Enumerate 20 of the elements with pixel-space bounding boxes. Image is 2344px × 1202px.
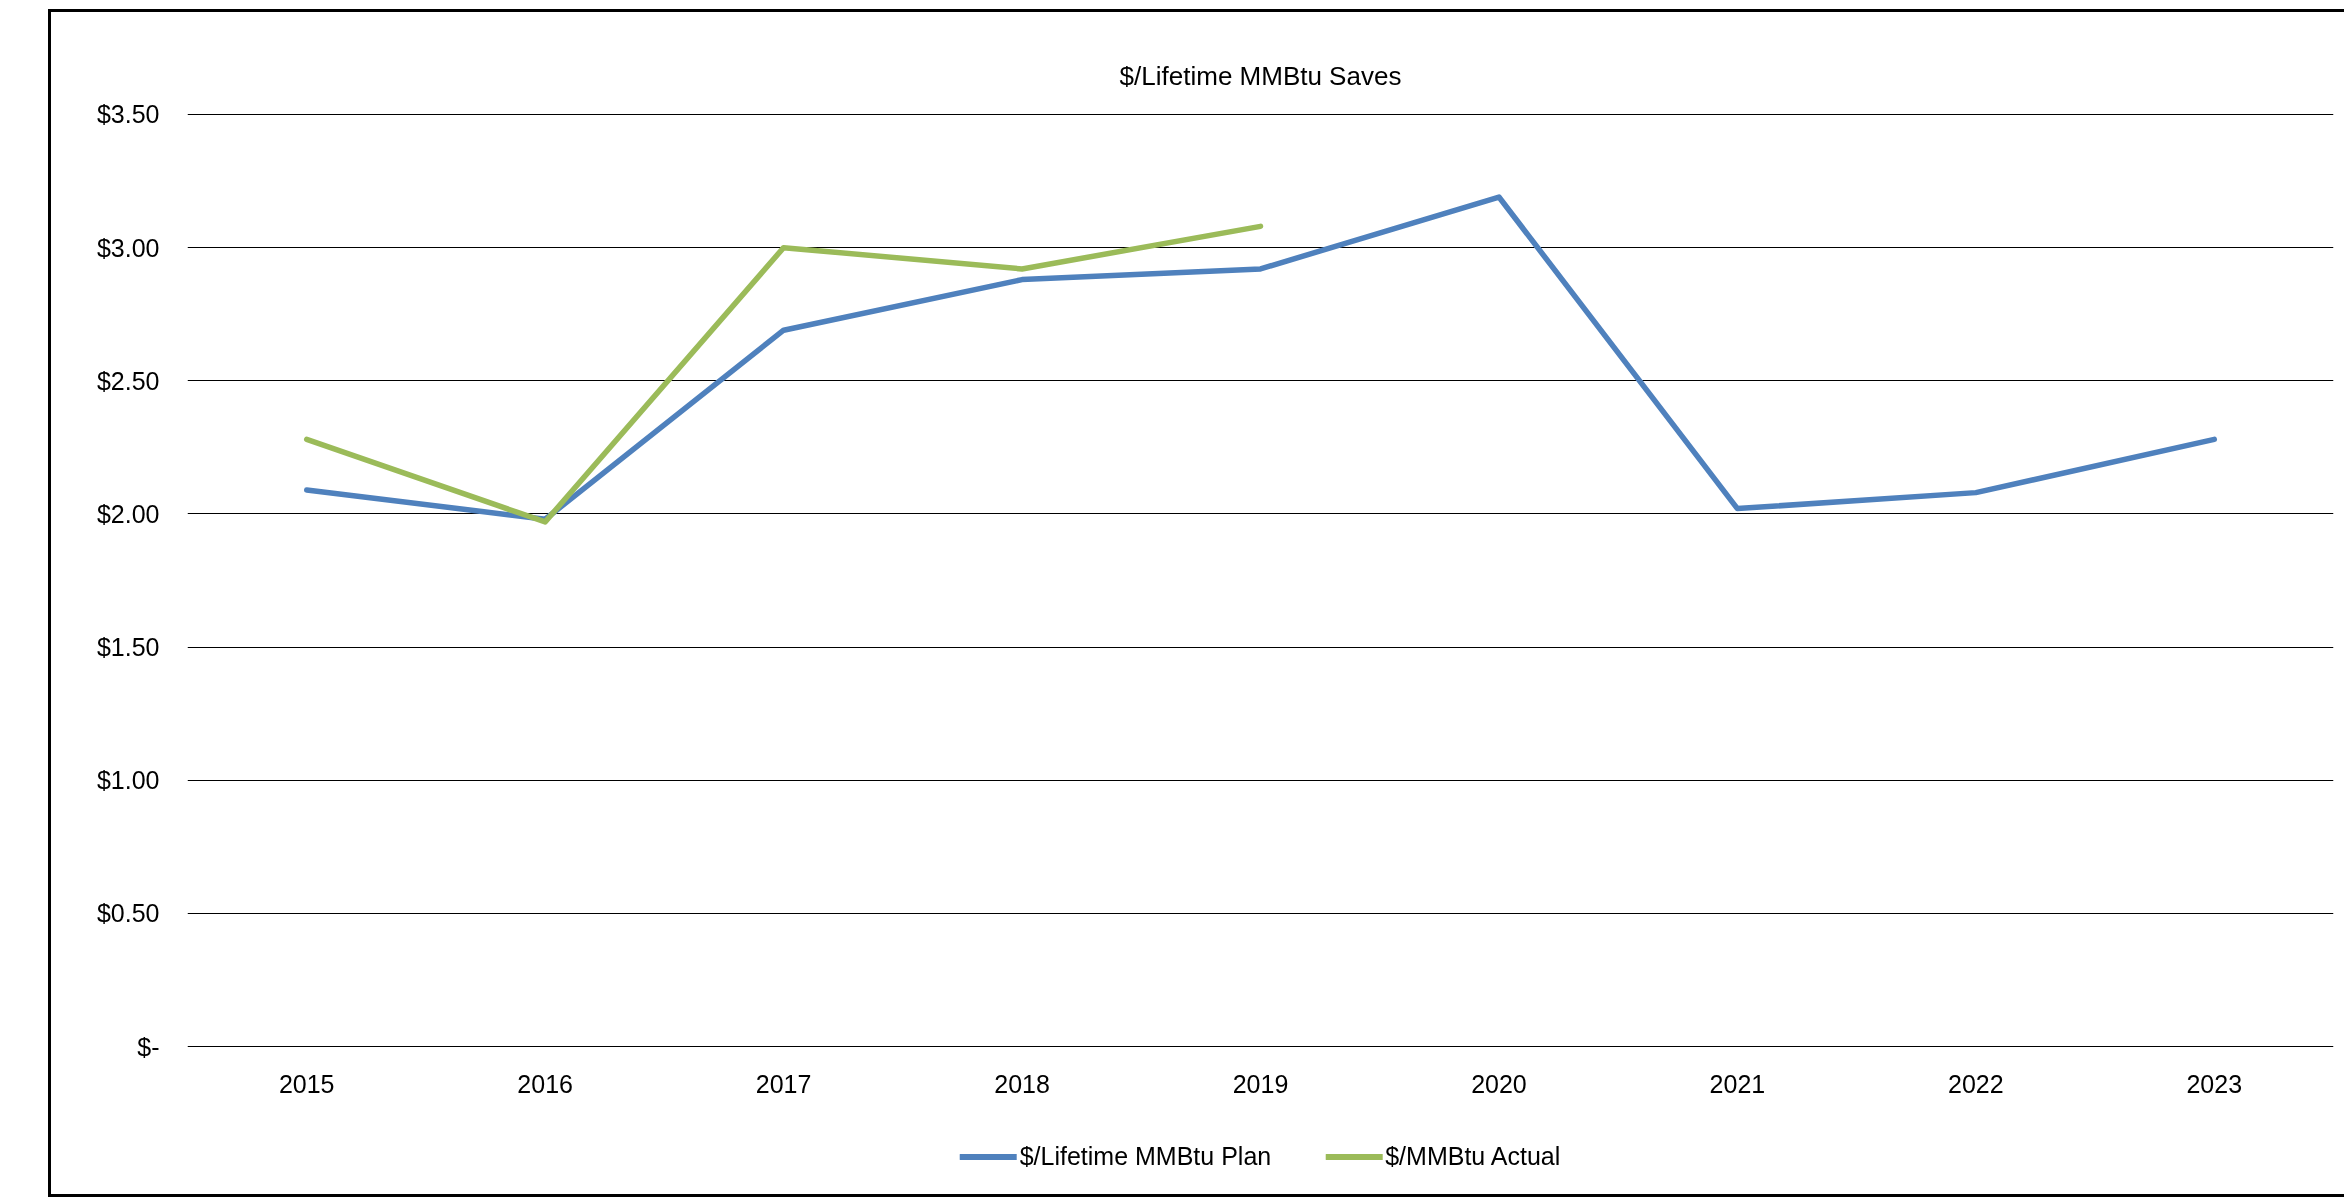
legend-label: $/MMBtu Actual	[1385, 1141, 1561, 1171]
legend-label: $/Lifetime MMBtu Plan	[1019, 1141, 1272, 1171]
y-tick-label: $3.50	[96, 100, 160, 129]
x-tick-label: 2020	[1471, 1069, 1527, 1098]
x-tick-label: 2022	[1948, 1069, 2004, 1098]
chart-title: $/Lifetime MMBtu Saves	[1119, 60, 1402, 91]
y-tick-label: $2.50	[96, 366, 160, 395]
y-tick-label: $-	[137, 1032, 160, 1061]
x-tick-label: 2021	[1709, 1069, 1766, 1098]
x-tick-label: 2017	[755, 1069, 812, 1098]
y-tick-label: $1.00	[96, 766, 160, 795]
x-tick-label: 2016	[517, 1069, 573, 1098]
y-tick-label: $2.00	[96, 499, 160, 528]
y-tick-label: $3.00	[96, 233, 160, 262]
x-tick-label: 2019	[1232, 1069, 1289, 1098]
x-tick-label: 2023	[2186, 1069, 2243, 1098]
x-tick-label: 2015	[278, 1069, 335, 1098]
y-tick-label: $0.50	[96, 899, 160, 928]
y-tick-label: $1.50	[96, 633, 160, 662]
x-tick-label: 2018	[994, 1069, 1050, 1098]
